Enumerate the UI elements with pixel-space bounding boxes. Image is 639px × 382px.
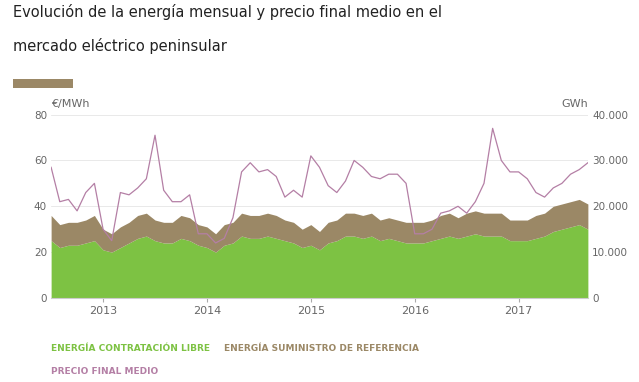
Text: ENERGÍA CONTRATACIÓN LIBRE: ENERGÍA CONTRATACIÓN LIBRE [51, 344, 210, 353]
Text: ENERGÍA SUMINISTRO DE REFERENCIA: ENERGÍA SUMINISTRO DE REFERENCIA [224, 344, 419, 353]
Text: PRECIO FINAL MEDIO: PRECIO FINAL MEDIO [51, 367, 158, 376]
Text: GWh: GWh [561, 99, 588, 109]
Text: mercado eléctrico peninsular: mercado eléctrico peninsular [13, 38, 227, 54]
Text: Evolución de la energía mensual y precio final medio en el: Evolución de la energía mensual y precio… [13, 4, 442, 20]
Text: €/MWh: €/MWh [51, 99, 89, 109]
